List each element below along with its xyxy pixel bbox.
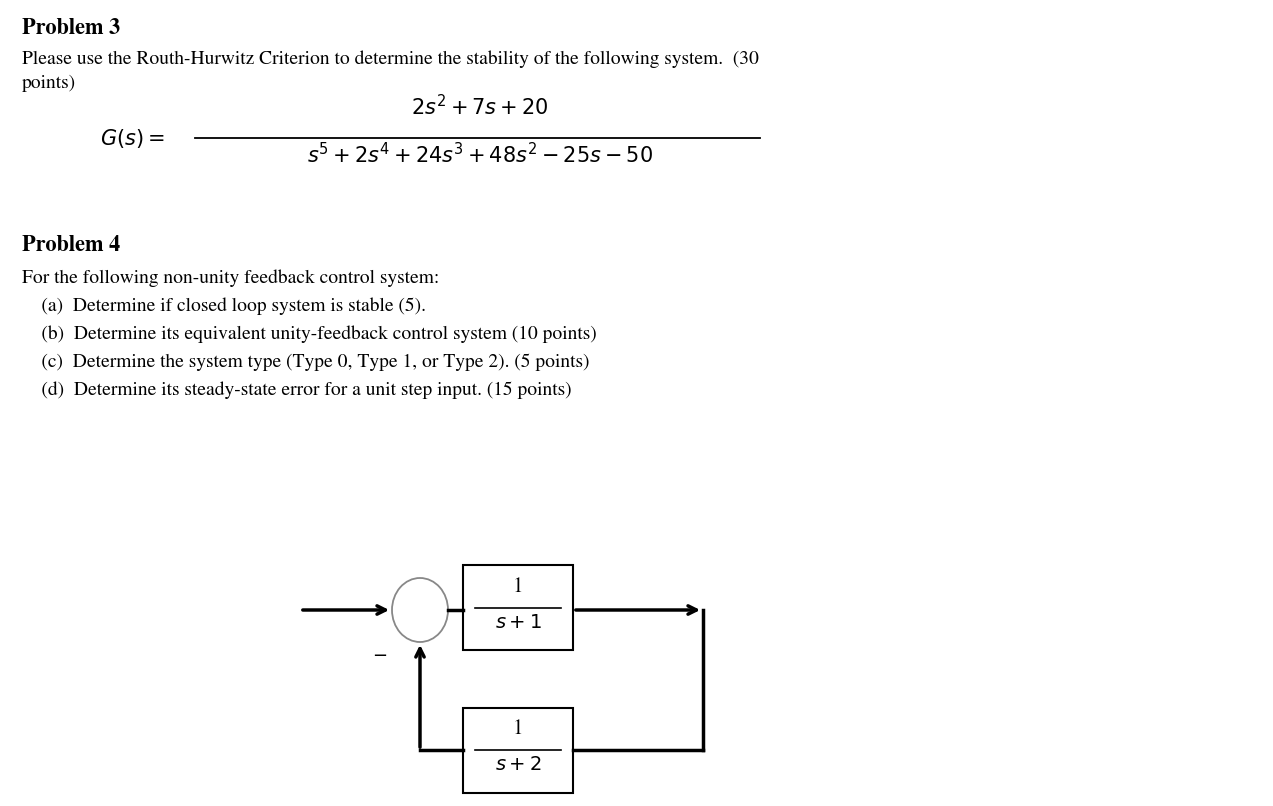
Text: For the following non-unity feedback control system:: For the following non-unity feedback con… <box>22 269 439 287</box>
Bar <box>463 565 573 650</box>
Text: 1: 1 <box>513 577 523 597</box>
Text: $G(s) =$: $G(s) =$ <box>101 127 164 149</box>
Text: Problem 4: Problem 4 <box>22 235 120 256</box>
Text: (b)  Determine its equivalent unity-feedback control system (10 points): (b) Determine its equivalent unity-feedb… <box>22 325 597 343</box>
Bar <box>463 708 573 792</box>
Text: $s^5 + 2s^4 + 24s^3 + 48s^2 - 25s - 50$: $s^5 + 2s^4 + 24s^3 + 48s^2 - 25s - 50$ <box>307 143 653 168</box>
Text: points): points) <box>22 75 76 92</box>
Text: 1: 1 <box>513 720 523 739</box>
Text: (c)  Determine the system type (Type 0, Type 1, or Type 2). (5 points): (c) Determine the system type (Type 0, T… <box>22 353 589 371</box>
Text: (a)  Determine if closed loop system is stable (5).: (a) Determine if closed loop system is s… <box>22 297 426 314</box>
Text: Problem 3: Problem 3 <box>22 18 120 39</box>
Text: $2s^2 + 7s + 20$: $2s^2 + 7s + 20$ <box>411 95 549 120</box>
Text: (d)  Determine its steady-state error for a unit step input. (15 points): (d) Determine its steady-state error for… <box>22 381 572 399</box>
Text: $s + 2$: $s + 2$ <box>495 757 541 775</box>
Text: $-$: $-$ <box>372 647 387 663</box>
Text: Please use the Routh-Hurwitz Criterion to determine the stability of the followi: Please use the Routh-Hurwitz Criterion t… <box>22 50 759 68</box>
Text: $s + 1$: $s + 1$ <box>495 614 541 632</box>
